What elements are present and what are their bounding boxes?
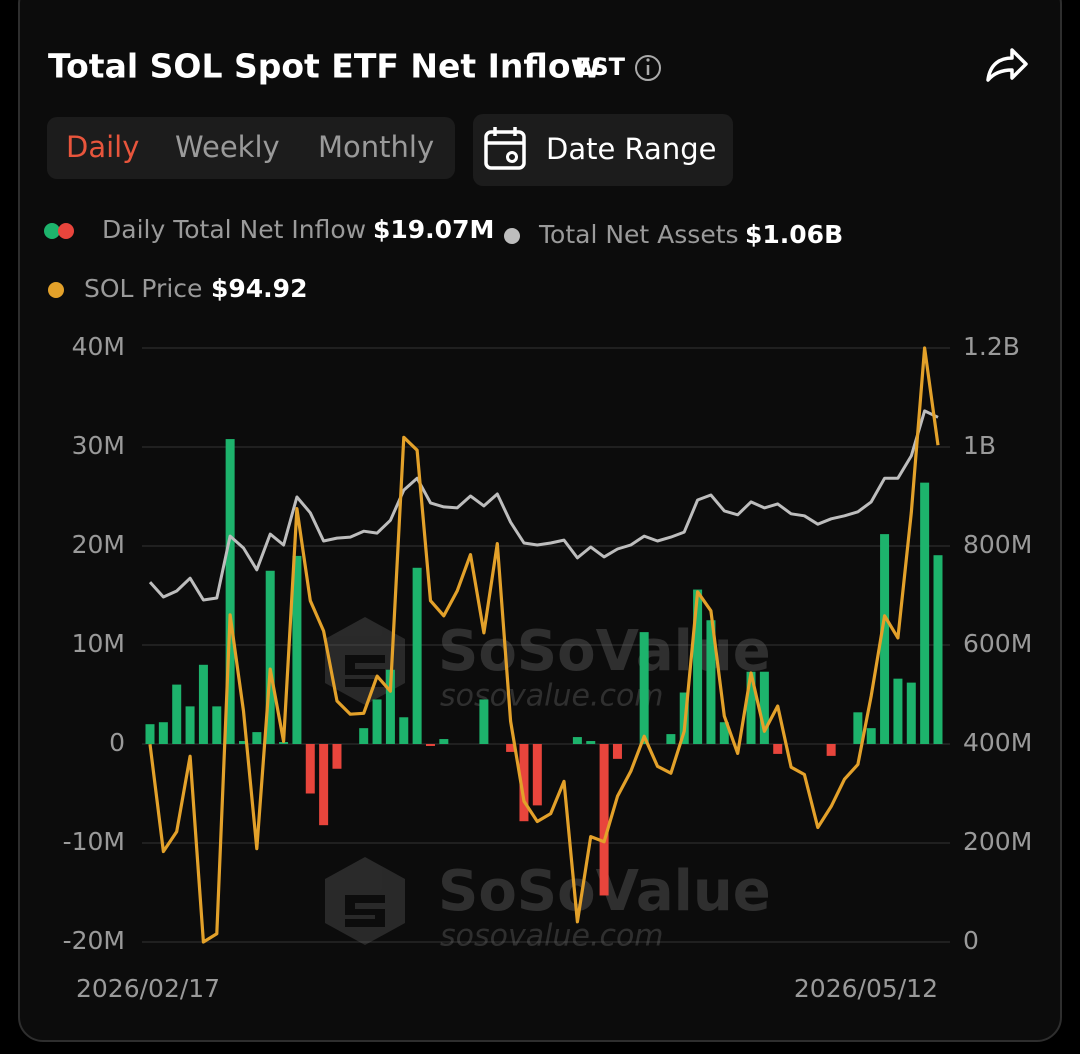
inflow-bar	[412, 567, 422, 744]
x-tick-label: 2026/02/17	[76, 974, 220, 1003]
y2-tick-label: 200M	[963, 827, 1032, 856]
period-tab[interactable]: Daily	[66, 130, 139, 164]
y-tick-label: 40M	[72, 332, 125, 361]
date-range-label[interactable]: Date Range	[546, 132, 716, 166]
inflow-bar	[706, 620, 716, 744]
inflow-bar	[305, 744, 315, 794]
y2-tick-label: 400M	[963, 728, 1032, 757]
inflow-bar	[439, 739, 449, 744]
inflow-bar	[893, 678, 903, 744]
inflow-bar	[265, 570, 275, 744]
legend-value: $94.92	[211, 274, 307, 303]
inflow-bar	[572, 737, 582, 744]
inflow-bar	[385, 669, 395, 744]
inflow-bar	[158, 722, 168, 744]
price-line	[148, 346, 940, 944]
inflow-bar	[425, 744, 435, 746]
legend-value: $1.06B	[745, 220, 843, 249]
legend-swatch	[44, 223, 60, 239]
info-icon[interactable]	[635, 55, 661, 81]
legend-swatch	[504, 228, 520, 244]
watermark-text: SoSoValue	[438, 619, 771, 684]
inflow-bar	[172, 684, 182, 744]
legend-label: Total Net Assets	[538, 220, 739, 249]
y2-tick-label: 1.2B	[963, 332, 1020, 361]
inflow-bar	[279, 742, 289, 744]
period-tab[interactable]: Weekly	[175, 130, 280, 164]
x-tick-label: 2026/05/12	[794, 974, 938, 1003]
legend-label: Daily Total Net Inflow	[102, 215, 366, 244]
watermark-logo	[325, 857, 405, 945]
inflow-bar	[225, 439, 235, 744]
y-tick-label: 20M	[72, 530, 125, 559]
inflow-bar	[532, 744, 542, 806]
inflow-bar	[252, 732, 262, 744]
inflow-bar	[145, 724, 155, 744]
inflow-bar	[332, 744, 342, 769]
inflow-bar	[639, 632, 649, 744]
watermark-logo-mark	[345, 655, 385, 687]
inflow-bar	[920, 482, 930, 744]
y2-tick-label: 600M	[963, 629, 1032, 658]
inflow-bar	[826, 744, 836, 756]
assets-line	[148, 409, 939, 602]
legend-swatch	[48, 282, 64, 298]
inflow-bar	[238, 741, 248, 744]
y-tick-label: -20M	[63, 926, 125, 955]
y-tick-label: 30M	[72, 431, 125, 460]
inflow-bar	[212, 706, 222, 744]
inflow-bar	[906, 682, 916, 744]
inflow-bar	[666, 734, 676, 744]
date-range-button[interactable]: Date Range	[473, 114, 733, 186]
tab-group	[47, 117, 455, 179]
timezone[interactable]: EST	[575, 53, 626, 81]
y-tick-label: 10M	[72, 629, 125, 658]
inflow-bar	[880, 534, 890, 744]
inflow-bar	[185, 706, 195, 744]
y-tick-label: 0	[109, 728, 125, 757]
share-icon[interactable]	[986, 48, 1028, 82]
legend-swatch	[58, 223, 74, 239]
inflow-bar	[759, 671, 769, 744]
watermark-logo-mark	[345, 895, 385, 927]
y-tick-label: -10M	[63, 827, 125, 856]
inflow-bar	[399, 717, 409, 744]
inflow-bar	[933, 555, 943, 744]
inflow-bar	[773, 744, 783, 754]
legend-value: $19.07M	[373, 215, 494, 244]
legend-label: SOL Price	[84, 274, 202, 303]
inflow-bar	[866, 728, 876, 744]
inflow-bar	[586, 741, 596, 744]
inflow-bar	[693, 589, 703, 744]
y2-tick-label: 0	[963, 926, 979, 955]
inflow-bar	[519, 744, 529, 822]
y2-tick-label: 1B	[963, 431, 996, 460]
y2-tick-label: 800M	[963, 530, 1032, 559]
inflow-bar	[599, 744, 609, 896]
inflow-bar	[612, 744, 622, 759]
inflow-bar	[198, 664, 208, 744]
inflow-bar	[359, 728, 369, 744]
inflow-bar	[372, 699, 382, 744]
inflow-bar	[479, 699, 489, 744]
chart-title: Total SOL Spot ETF Net Inflow	[48, 47, 601, 86]
inflow-bar	[506, 744, 516, 752]
inflow-bar	[746, 671, 756, 744]
watermark-url: sosovalue.com	[440, 919, 664, 954]
inflow-bar	[292, 555, 302, 744]
watermark-url: sosovalue.com	[440, 679, 664, 714]
card-background	[18, 0, 1062, 1042]
period-tab[interactable]: Monthly	[318, 130, 434, 164]
inflow-bar	[319, 744, 329, 826]
inflow-bar	[719, 722, 729, 744]
inflow-bar	[853, 712, 863, 744]
